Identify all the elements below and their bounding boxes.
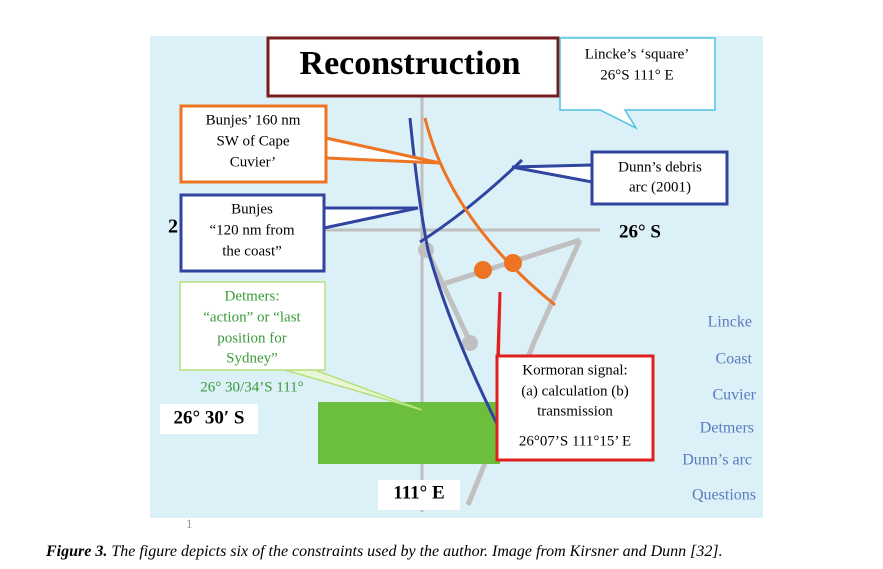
callout-text: 26°S 111° E bbox=[600, 67, 673, 83]
title-box bbox=[266, 36, 560, 98]
callout-text: Kormoran signal: bbox=[522, 362, 627, 378]
kormoran-point bbox=[474, 261, 492, 279]
callout-text: the coast” bbox=[222, 243, 282, 259]
latitude-label: 26° S bbox=[619, 221, 661, 242]
callout-text: (a) calculation (b) bbox=[521, 383, 628, 399]
callout-text: arc (2001) bbox=[629, 179, 691, 195]
dunn-arc bbox=[419, 158, 524, 244]
lincke-bubble bbox=[559, 37, 716, 130]
bunjes-line bbox=[408, 117, 502, 431]
page-number: 1 bbox=[186, 516, 193, 531]
callout-text: Detmers: bbox=[225, 288, 280, 304]
callout-box bbox=[179, 281, 326, 371]
callout-text: “120 nm from bbox=[210, 222, 295, 238]
label-background bbox=[160, 404, 258, 434]
callout-text: transmission bbox=[537, 403, 613, 419]
side-label: Cuvier bbox=[712, 387, 756, 404]
callout-text: Sydney” bbox=[226, 350, 278, 366]
title: Reconstruction bbox=[300, 45, 521, 82]
label-background bbox=[378, 480, 460, 510]
callout-box bbox=[590, 150, 729, 206]
longitude-label: 111° E bbox=[393, 482, 444, 503]
kormoran-point bbox=[504, 254, 522, 272]
side-label: Detmers bbox=[700, 420, 754, 437]
side-label: Lincke bbox=[708, 314, 752, 331]
callout-text: position for bbox=[217, 330, 287, 346]
cuvier-arc bbox=[423, 117, 556, 307]
side-label: Dunn’s arc bbox=[682, 452, 752, 469]
callout-text: Lincke’s ‘square’ bbox=[585, 46, 690, 62]
latitude-label: 26° 30′ S bbox=[173, 407, 244, 428]
callout-box bbox=[179, 193, 326, 273]
callout-text: Dunn’s debris bbox=[618, 159, 702, 175]
position-text: 26° 30/34’S 111° bbox=[200, 379, 303, 395]
callout-text: Cuvier’ bbox=[230, 154, 276, 170]
callout-text: “action” or “last bbox=[203, 309, 301, 325]
callout-text: Bunjes bbox=[231, 201, 273, 217]
callout-box bbox=[495, 354, 655, 462]
detmers-area bbox=[318, 402, 500, 464]
caption-text: The figure depicts six of the constraint… bbox=[107, 543, 722, 560]
callout-box bbox=[179, 104, 328, 184]
callout-text: Bunjes’ 160 nm bbox=[206, 112, 301, 128]
latitude-label: 2 bbox=[168, 216, 178, 238]
side-label: Questions bbox=[692, 487, 756, 504]
caption-label: Figure 3. bbox=[45, 543, 107, 560]
side-label: Coast bbox=[716, 351, 753, 368]
callout-text: SW of Cape bbox=[216, 133, 289, 149]
point bbox=[462, 335, 478, 351]
caption: Figure 3. The figure depicts six of the … bbox=[45, 543, 723, 560]
callout-text: 26°07’S 111°15’ E bbox=[519, 433, 631, 449]
